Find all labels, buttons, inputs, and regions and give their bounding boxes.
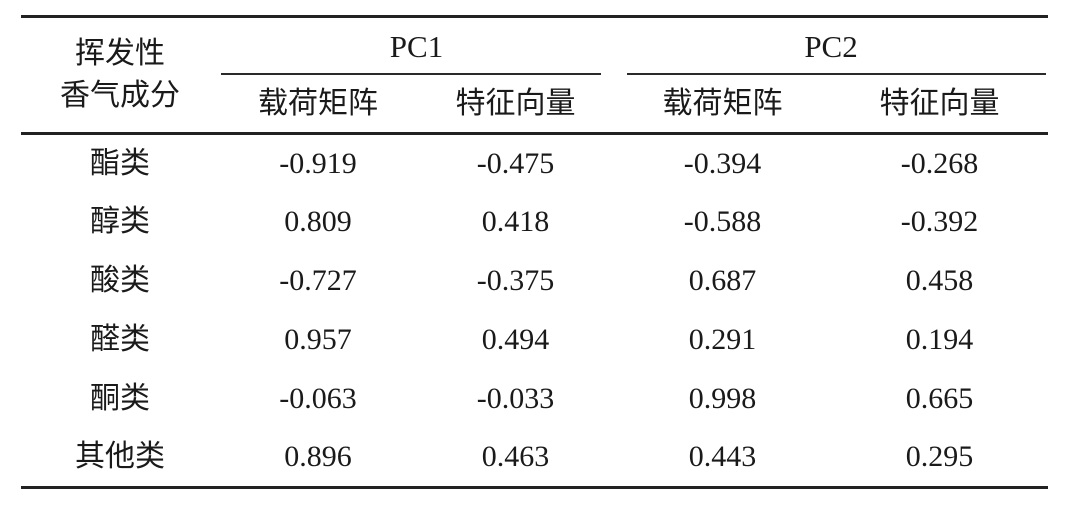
cell-value: -0.375 [476, 264, 555, 297]
cell-value: 0.494 [481, 323, 550, 356]
cell-value: 0.458 [905, 264, 974, 297]
header-spanner-row: 挥发性 香气成分 PC1 PC2 [21, 16, 1048, 135]
table-row-others: 其他类 0.896 0.463 0.443 0.295 [21, 429, 1048, 488]
table-row-alcohols: 醇类 0.809 0.418 -0.588 -0.392 [21, 193, 1048, 252]
cell-value: 0.998 [688, 382, 757, 415]
subheader-pc2-eigenvector: 特征向量 [831, 75, 1049, 135]
cell-value: -0.394 [683, 146, 762, 180]
subheader-pc1-loading-matrix: 载荷矩阵 [219, 75, 417, 135]
column-header-stack: 挥发性 香气成分 [21, 18, 219, 132]
cell-value: 0.194 [905, 323, 974, 356]
cell-value: -0.033 [476, 382, 555, 415]
table-row-esters: 酯类 -0.919 -0.475 -0.394 -0.268 [21, 134, 1048, 193]
cell-value: 0.443 [688, 440, 757, 474]
column-header-line2: 香气成分 [60, 79, 180, 112]
subheader-pc2-loading-matrix: 载荷矩阵 [614, 75, 832, 135]
row-label: 酮类 [90, 382, 150, 415]
cell-value: -0.475 [476, 146, 555, 180]
row-label: 酯类 [90, 146, 150, 180]
table-row-ketones: 酮类 -0.063 -0.033 0.998 0.665 [21, 370, 1048, 429]
column-header-line1: 挥发性 [75, 37, 165, 70]
spanner-header-pc1: PC1 [219, 17, 614, 76]
cell-value: -0.727 [279, 264, 357, 297]
spanner-header-pc2: PC2 [614, 17, 1048, 76]
cell-value: 0.957 [284, 323, 352, 356]
cell-value: 0.295 [905, 440, 974, 474]
table-row-aldehydes: 醛类 0.957 0.494 0.291 0.194 [21, 311, 1048, 370]
cell-value: -0.588 [683, 205, 762, 238]
cell-value: -0.919 [279, 146, 357, 180]
cell-value: -0.268 [900, 146, 979, 180]
cell-value: 0.418 [481, 205, 550, 238]
cell-value: 0.687 [688, 264, 757, 297]
row-label: 其他类 [75, 440, 165, 474]
row-label: 醇类 [90, 205, 150, 238]
cell-value: -0.392 [900, 205, 979, 238]
cell-value: 0.665 [905, 382, 974, 415]
header-subhead-row: 载荷矩阵 特征向量 载荷矩阵 特征向量 [21, 75, 1049, 135]
pca-results-table: 挥发性 香气成分 PC1 PC2 载荷矩阵 特征向量 载荷矩阵 特征向量 酯类 … [21, 15, 1049, 489]
cell-value: 0.896 [284, 440, 352, 474]
row-label: 酸类 [90, 264, 150, 297]
cell-value: 0.463 [481, 440, 550, 474]
cell-value: 0.809 [284, 205, 352, 238]
cell-value: 0.291 [688, 323, 757, 356]
table-row-acids: 酸类 -0.727 -0.375 0.687 0.458 [21, 252, 1048, 311]
subheader-pc1-eigenvector: 特征向量 [417, 75, 615, 135]
cell-value: -0.063 [279, 382, 357, 415]
row-label: 醛类 [90, 323, 150, 356]
column-header-volatile-aroma-components: 挥发性 香气成分 [21, 16, 219, 135]
